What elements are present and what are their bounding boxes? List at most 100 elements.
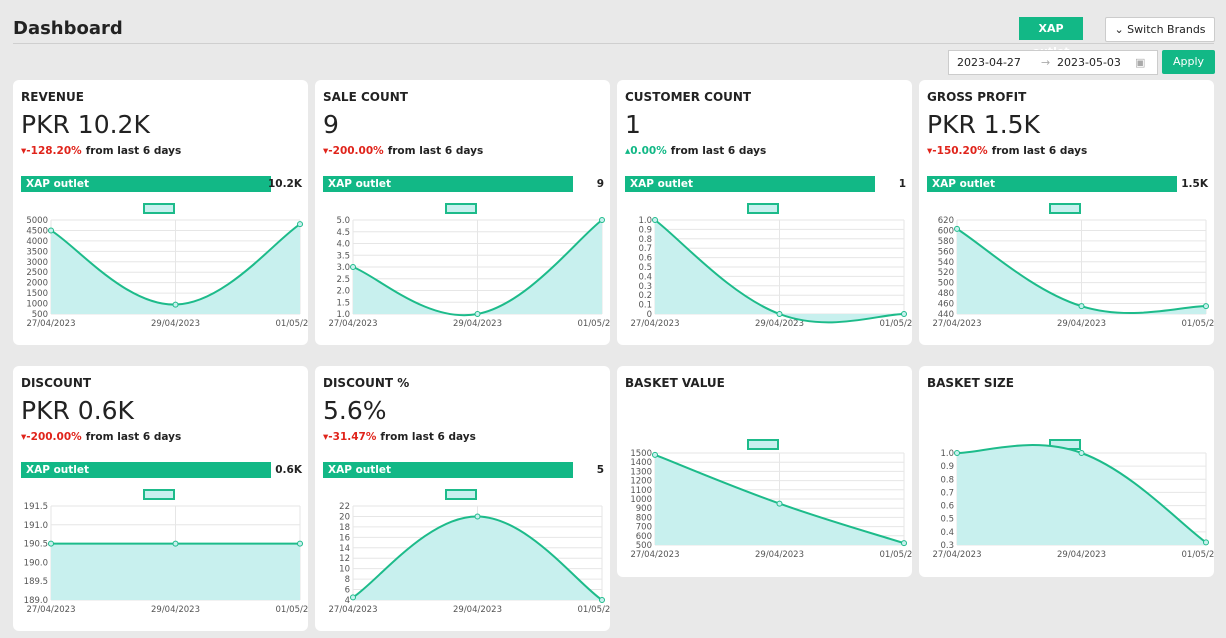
chart: 1.0 1.52.0 2.5 3.0 3.54.0 4.5 5.0 27/04/2023 29/…	[329, 203, 611, 329]
change-note: from last 6 days	[85, 431, 182, 443]
apply-button[interactable]: Apply	[1162, 50, 1215, 74]
divider	[13, 43, 1214, 44]
y-tick-label: 1300	[630, 467, 652, 477]
y-tick-label: 4000	[26, 237, 48, 247]
y-tick-label: 580	[938, 237, 954, 247]
card-value: PKR 10.2K	[21, 110, 150, 139]
card-value: 9	[323, 110, 339, 139]
point	[297, 540, 303, 547]
y-tick-label: 16	[339, 533, 350, 543]
y-tick-label: 480	[938, 289, 954, 299]
area	[957, 228, 1206, 314]
y-tick-label: 2000	[26, 279, 48, 289]
outlet-bar: XAP outlet	[323, 176, 573, 192]
outlet-bar-value: 1.5K	[1181, 178, 1208, 190]
point	[901, 311, 907, 317]
page-title: Dashboard	[13, 18, 123, 39]
point	[172, 301, 179, 308]
x-tick-label: 01/05/2023	[276, 605, 309, 615]
x-tick-label: 27/04/2023	[631, 319, 680, 329]
card-change: ▾-128.20% from last 6 days	[21, 145, 181, 157]
date-from[interactable]: 2023-04-27	[957, 56, 1021, 69]
y-tick-label: 0.3	[940, 541, 954, 551]
chart: 0.3 0.4 0.5 0.6 0.7 0.8 0.9 1.0 27/04/2023 29/04/…	[933, 439, 1214, 560]
y-tick-label: 0.8	[940, 475, 954, 485]
change-note: from last 6 days	[387, 145, 484, 157]
brand-button[interactable]: XAP outlet	[1019, 17, 1083, 58]
y-tick-label: 0.5	[638, 263, 652, 273]
y-tick-label: 14	[339, 544, 350, 554]
y-tick-label: 190.5	[24, 540, 48, 550]
change-note: from last 6 days	[380, 431, 476, 443]
date-range[interactable]: 2023-04-27 → 2023-05-03 ▣	[948, 50, 1158, 75]
y-tick-label: 0.9	[940, 462, 954, 472]
x-tick-label: 01/05/2023	[578, 319, 611, 329]
legend-box	[445, 489, 477, 500]
card: REVENUE PKR 10.2K ▾-128.20% from last 6 day…	[13, 80, 308, 345]
outlet-bar-value: 10.2K	[267, 178, 302, 190]
y-tick-label: 620	[938, 216, 954, 226]
y-tick-label: 0.6	[940, 502, 954, 512]
card-title: DISCOUNT	[21, 376, 92, 390]
x-tick-label: 01/05/2023	[1182, 319, 1215, 329]
y-tick-label: 18	[339, 523, 350, 533]
change-value: ▾-200.00%	[323, 145, 384, 157]
card: DISCOUNT % 5.6% ▾-31.47% from last 6 days XA…	[315, 366, 610, 631]
card: GROSS PROFIT PKR 1.5K ▾-150.20% from last 6…	[919, 80, 1214, 345]
card-title: DISCOUNT %	[323, 376, 410, 390]
y-tick-label: 1100	[630, 486, 652, 496]
card-value: 1	[625, 110, 641, 139]
change-note: from last 6 days	[85, 145, 182, 157]
card-title: GROSS PROFIT	[927, 90, 1027, 104]
arrow: →	[1041, 56, 1051, 69]
point	[48, 540, 54, 547]
y-tick-label: 1000	[26, 300, 48, 310]
y-tick-label: 3.5	[336, 251, 350, 261]
chart: 189.0 189.5 190.0 190.5 191.0 191.5 27/04/2023…	[24, 489, 309, 615]
outlet-bar: XAP outlet	[625, 176, 875, 192]
change-value: ▾-31.47%	[323, 431, 376, 443]
point	[172, 540, 179, 547]
y-tick-label: 6	[345, 586, 350, 596]
point	[474, 513, 481, 520]
x-tick-label: 27/04/2023	[631, 550, 680, 560]
trend-arrow: ▾	[21, 145, 27, 157]
y-tick-label: 440	[938, 310, 954, 320]
card-value: 5.6%	[323, 396, 387, 425]
outlet-bar-value: 0.6K	[275, 464, 302, 476]
y-tick-label: 0.7	[940, 488, 954, 498]
point	[1078, 303, 1085, 310]
y-tick-label: 5000	[26, 216, 48, 226]
y-tick-label: 0.9	[638, 225, 652, 235]
y-tick-label: 2.0	[336, 287, 350, 297]
point	[599, 597, 605, 603]
x-tick-label: 29/04/2023	[151, 605, 200, 615]
y-tick-label: 2.5	[336, 275, 350, 285]
card: BASKET SIZE 0.3 0.4 0.5 0.6 0.7 0.8 0.9 1.0 27/04…	[919, 366, 1214, 577]
change-text: -200.00%	[26, 431, 82, 443]
y-tick-label: 3500	[26, 247, 48, 257]
switch-brands-button[interactable]: ⌄ Switch Brands	[1105, 17, 1215, 42]
y-tick-label: 22	[339, 502, 350, 512]
card-change: ▴0.00% from last 6 days	[625, 145, 766, 157]
x-tick-label: 29/04/2023	[1057, 319, 1106, 329]
legend-box	[747, 439, 779, 450]
y-tick-label: 1500	[630, 449, 652, 459]
outlet-bar: XAP outlet	[323, 462, 573, 478]
card-title: REVENUE	[21, 90, 84, 104]
change-value: ▾-150.20%	[927, 145, 988, 157]
change-text: 0.00%	[630, 145, 667, 157]
y-tick-label: 1200	[630, 477, 652, 487]
y-tick-label: 540	[938, 258, 954, 268]
y-tick-label: 0.5	[940, 515, 954, 525]
card-grid: REVENUE PKR 10.2K ▾-128.20% from last 6 day…	[13, 80, 1214, 631]
trend-arrow: ▾	[323, 431, 329, 443]
change-text: -31.47%	[328, 431, 377, 443]
y-tick-label: 5.0	[336, 216, 350, 226]
x-tick-label: 29/04/2023	[151, 319, 200, 329]
y-tick-label: 560	[938, 247, 954, 257]
point	[954, 225, 960, 232]
date-to[interactable]: 2023-05-03	[1057, 56, 1121, 69]
